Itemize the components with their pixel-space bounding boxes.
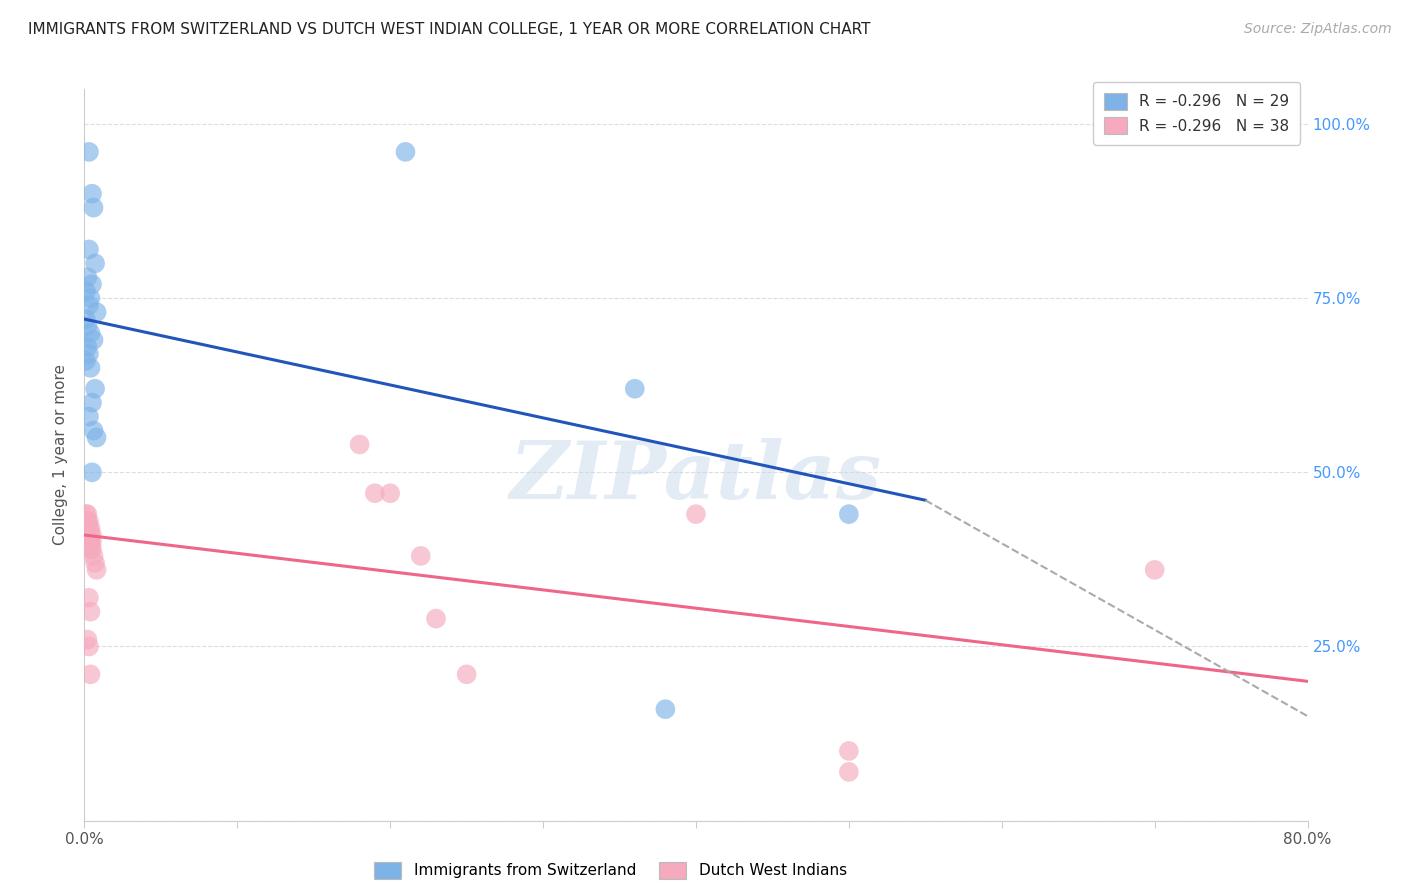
Point	[75, 521, 97, 535]
Legend: Immigrants from Switzerland, Dutch West Indians: Immigrants from Switzerland, Dutch West …	[367, 855, 855, 886]
Point	[80, 466, 103, 480]
Point	[77, 347, 100, 361]
Point	[86, 305, 108, 319]
Point	[79, 667, 101, 681]
Point	[76, 521, 98, 535]
Point	[77, 535, 100, 549]
Text: ZIPatlas: ZIPatlas	[510, 438, 882, 516]
Point	[79, 535, 101, 549]
Point	[838, 507, 860, 521]
Point	[80, 186, 103, 201]
Point	[394, 145, 416, 159]
Point	[77, 243, 100, 257]
Point	[409, 549, 432, 563]
Point	[77, 514, 100, 528]
Point	[83, 201, 105, 215]
Point	[80, 277, 103, 292]
Point	[80, 535, 103, 549]
Point	[84, 382, 107, 396]
Point	[75, 354, 97, 368]
Point	[79, 291, 101, 305]
Point	[76, 340, 98, 354]
Point	[83, 333, 105, 347]
Point	[79, 541, 101, 556]
Point	[77, 298, 100, 312]
Point	[80, 395, 103, 409]
Point	[79, 605, 101, 619]
Point	[79, 360, 101, 375]
Y-axis label: College, 1 year or more: College, 1 year or more	[53, 365, 69, 545]
Point	[76, 507, 98, 521]
Point	[77, 541, 100, 556]
Point	[76, 270, 98, 285]
Point	[349, 437, 371, 451]
Point	[79, 326, 101, 340]
Point	[624, 382, 647, 396]
Point	[77, 528, 100, 542]
Point	[80, 528, 103, 542]
Point	[83, 549, 105, 563]
Point	[84, 256, 107, 270]
Point	[75, 514, 97, 528]
Point	[1143, 563, 1166, 577]
Point	[76, 632, 98, 647]
Point	[77, 521, 100, 535]
Point	[76, 528, 98, 542]
Point	[456, 667, 478, 681]
Point	[76, 319, 98, 334]
Point	[654, 702, 676, 716]
Point	[838, 744, 860, 758]
Point	[77, 145, 100, 159]
Point	[84, 556, 107, 570]
Point	[838, 764, 860, 779]
Point	[76, 535, 98, 549]
Point	[380, 486, 402, 500]
Text: IMMIGRANTS FROM SWITZERLAND VS DUTCH WEST INDIAN COLLEGE, 1 YEAR OR MORE CORRELA: IMMIGRANTS FROM SWITZERLAND VS DUTCH WES…	[28, 22, 870, 37]
Point	[79, 521, 101, 535]
Point	[79, 528, 101, 542]
Point	[75, 507, 97, 521]
Point	[77, 409, 100, 424]
Point	[364, 486, 387, 500]
Text: Source: ZipAtlas.com: Source: ZipAtlas.com	[1244, 22, 1392, 37]
Point	[86, 563, 108, 577]
Point	[685, 507, 707, 521]
Point	[80, 541, 103, 556]
Point	[425, 612, 447, 626]
Point	[86, 430, 108, 444]
Point	[83, 424, 105, 438]
Point	[77, 640, 100, 654]
Point	[75, 312, 97, 326]
Point	[75, 284, 97, 298]
Point	[76, 514, 98, 528]
Point	[77, 591, 100, 605]
